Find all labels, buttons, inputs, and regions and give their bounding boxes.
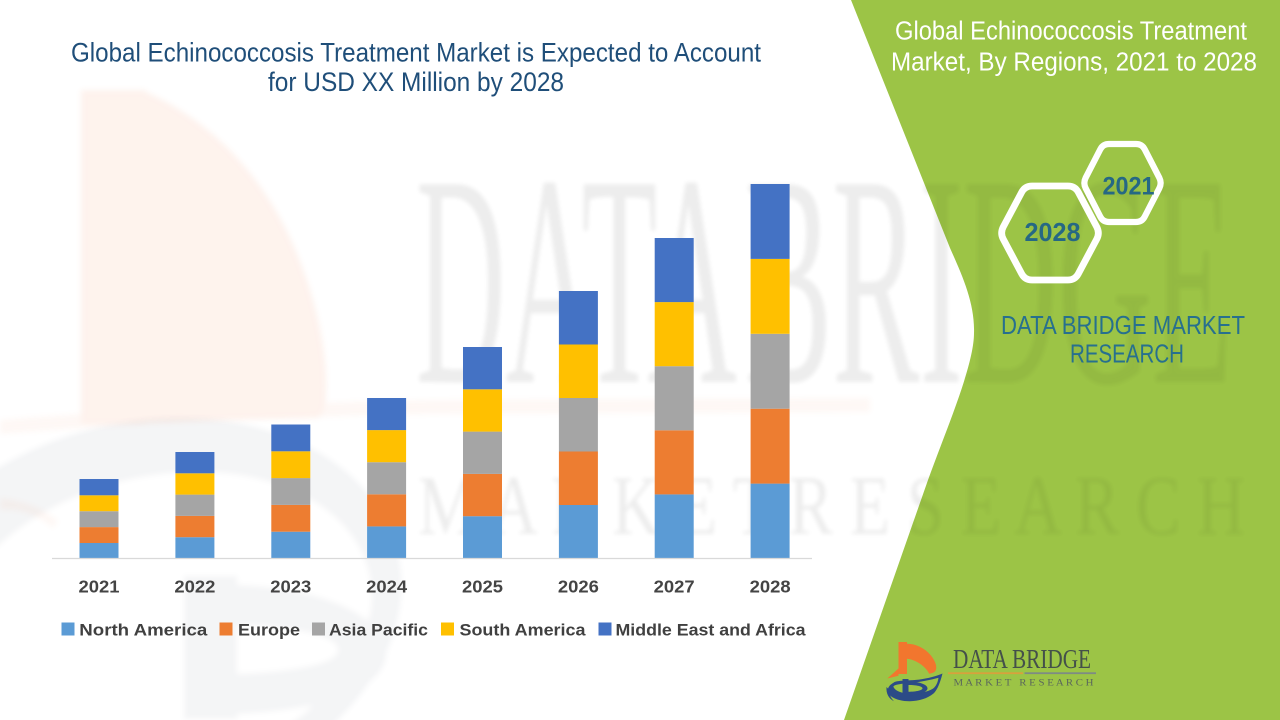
svg-text:2028: 2028 <box>750 577 791 597</box>
svg-text:RESEARCH: RESEARCH <box>1070 341 1184 369</box>
svg-text:North America: North America <box>79 621 208 640</box>
svg-text:Market, By Regions, 2021 to 20: Market, By Regions, 2021 to 2028 <box>891 49 1257 77</box>
svg-text:2023: 2023 <box>270 577 311 597</box>
svg-text:2027: 2027 <box>654 577 695 597</box>
svg-text:M A R K E T R E S E A R C H: M A R K E T R E S E A R C H <box>954 679 1094 689</box>
svg-text:Europe: Europe <box>238 621 300 640</box>
svg-text:DATA BRIDGE: DATA BRIDGE <box>953 644 1091 674</box>
svg-text:2025: 2025 <box>462 577 503 597</box>
svg-text:2026: 2026 <box>558 577 599 597</box>
svg-text:Middle East and Africa: Middle East and Africa <box>616 621 807 640</box>
svg-text:South America: South America <box>460 621 587 640</box>
svg-text:2028: 2028 <box>1025 217 1081 247</box>
svg-text:Asia Pacific: Asia Pacific <box>329 621 428 640</box>
svg-text:Global Echinococcosis Treatmen: Global Echinococcosis Treatment <box>895 18 1247 46</box>
svg-text:DATA BRIDGE MARKET: DATA BRIDGE MARKET <box>1001 312 1245 340</box>
svg-text:2022: 2022 <box>174 577 215 597</box>
svg-text:2021: 2021 <box>79 577 120 597</box>
svg-text:Global Echinococcosis Treatmen: Global Echinococcosis Treatment Market i… <box>71 38 761 68</box>
svg-text:for USD XX Million by 2028: for USD XX Million by 2028 <box>268 67 564 97</box>
svg-text:2021: 2021 <box>1103 173 1155 201</box>
svg-text:2024: 2024 <box>366 577 407 597</box>
